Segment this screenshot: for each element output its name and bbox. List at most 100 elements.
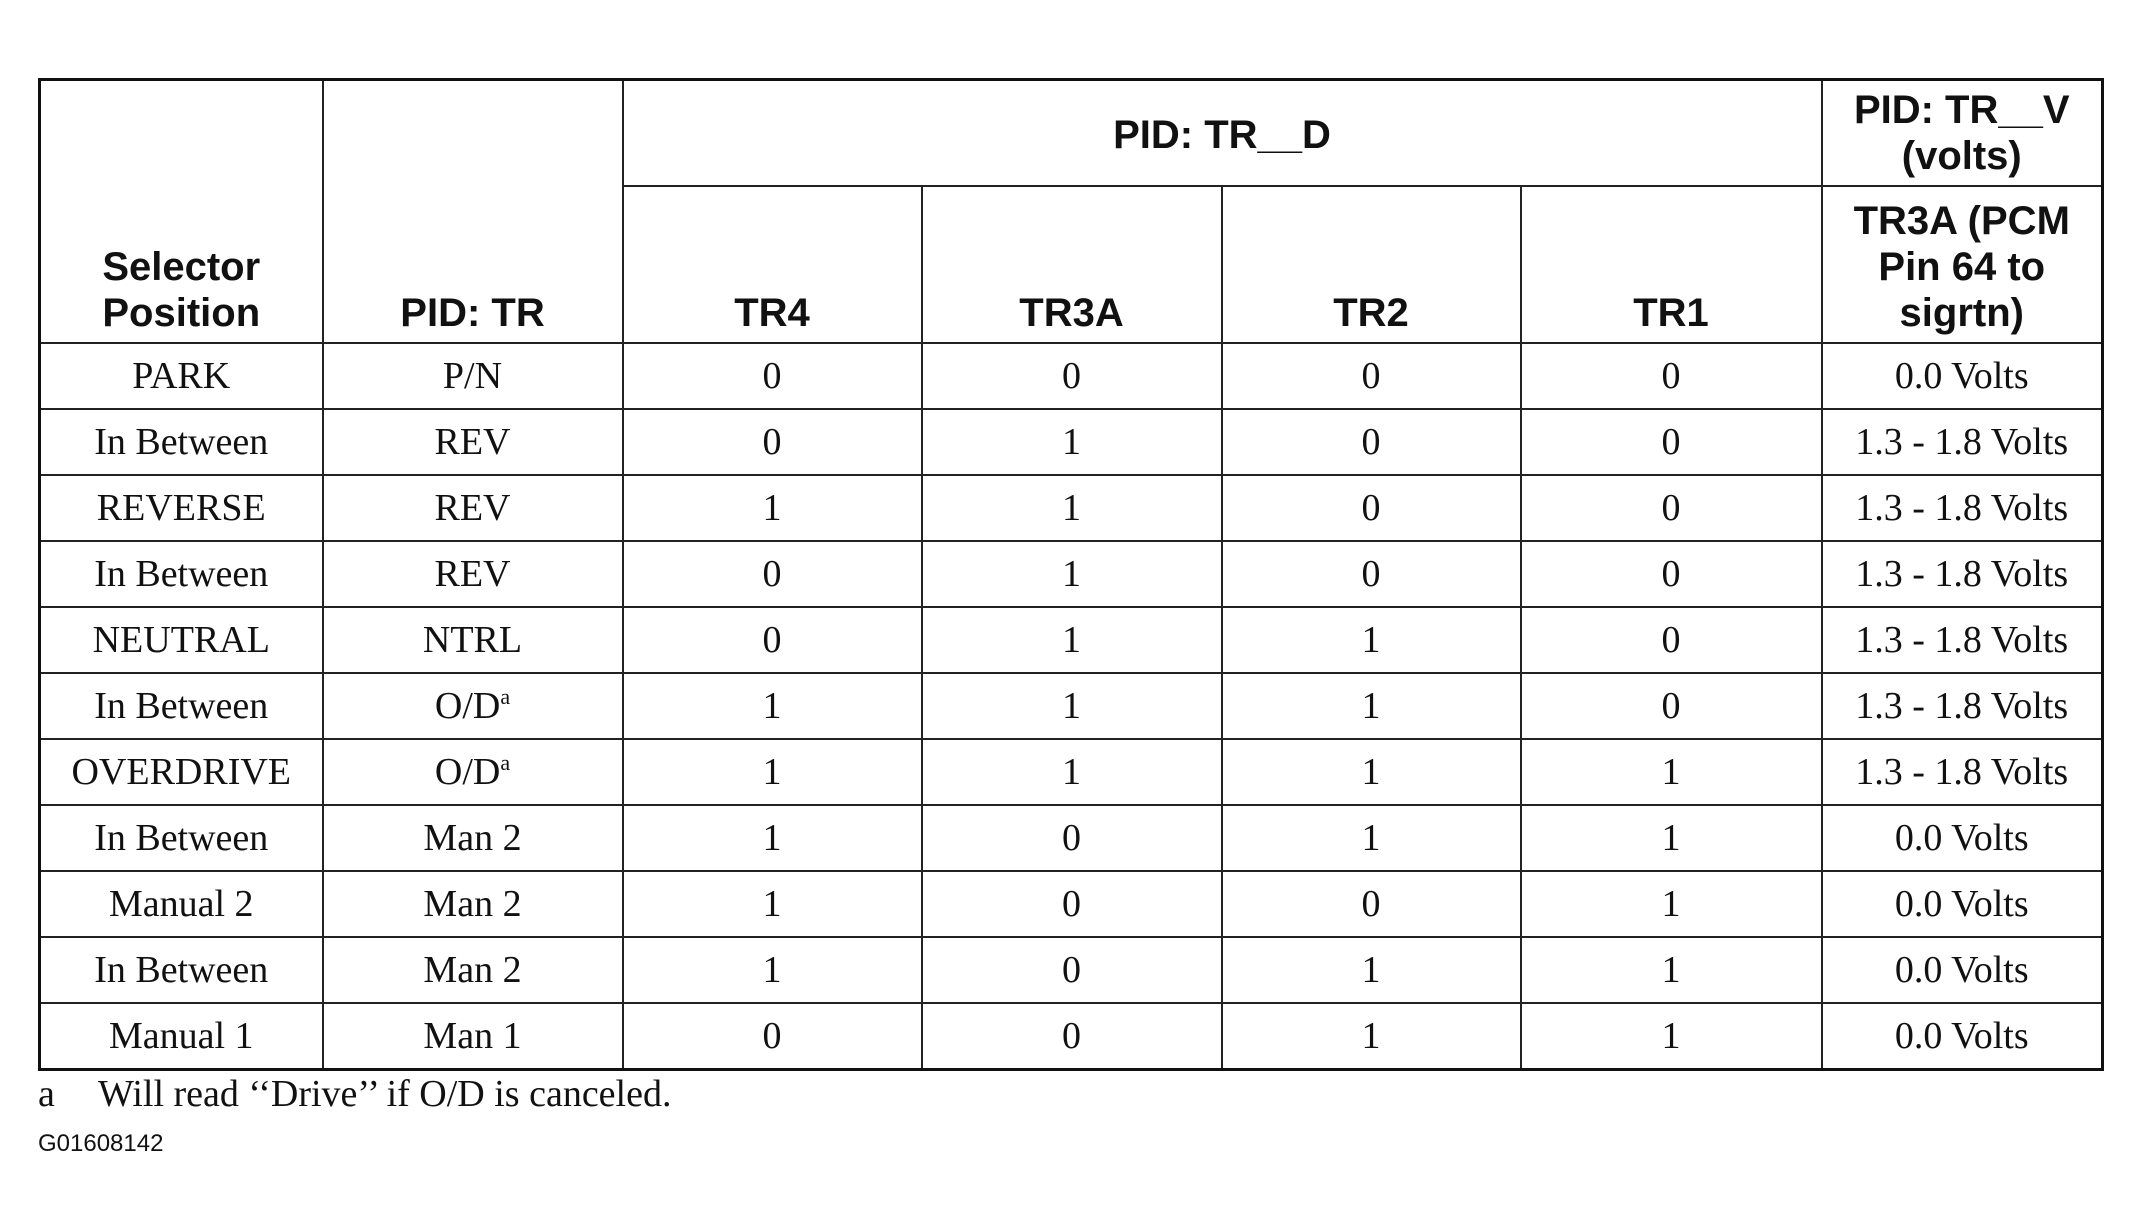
table-cell: 1.3 - 1.8 Volts — [1820, 671, 2104, 740]
table-cell: REV — [321, 539, 624, 608]
footnote-ref: a — [500, 749, 511, 775]
cell-text: O/D — [434, 684, 501, 727]
table-cell: 0 — [1519, 605, 1823, 674]
table-cell: 0.0 Volts — [1820, 1001, 2104, 1070]
table-cell: 1 — [920, 605, 1223, 674]
table-cell: 1 — [1519, 737, 1823, 806]
table-cell: 1.3 - 1.8 Volts — [1820, 407, 2104, 476]
footnote-mark: a — [38, 1073, 55, 1115]
table-cell: 1 — [621, 473, 923, 542]
table-cell: 0 — [621, 341, 923, 410]
table-cell: 0 — [621, 605, 923, 674]
table-cell: 1.3 - 1.8 Volts — [1820, 737, 2104, 806]
table-cell: 0 — [920, 869, 1223, 938]
table-cell: 0 — [1220, 869, 1522, 938]
table-cell: 1.3 - 1.8 Volts — [1820, 473, 2104, 542]
header-cell: TR4 — [621, 184, 923, 344]
table-cell: O/Da — [321, 737, 624, 806]
table-cell: 0 — [1220, 407, 1522, 476]
table-cell: 1 — [920, 671, 1223, 740]
header-cell: TR3A — [920, 184, 1223, 344]
table-cell: 1 — [920, 473, 1223, 542]
table-cell: Manual 1 — [38, 1001, 324, 1070]
table-cell: REV — [321, 473, 624, 542]
header-cell: Selector Position — [38, 78, 324, 344]
table-cell: 0.0 Volts — [1820, 869, 2104, 938]
table-cell: 1 — [1220, 1001, 1522, 1070]
table-cell: 1 — [621, 869, 923, 938]
table-cell: Man 1 — [321, 1001, 624, 1070]
table-cell: 0 — [1220, 539, 1522, 608]
cell-text: O/D — [434, 750, 501, 793]
table-cell: Man 2 — [321, 803, 624, 872]
table-cell: 0 — [920, 803, 1223, 872]
table-cell: 0 — [621, 1001, 923, 1070]
table-cell: 0 — [1519, 407, 1823, 476]
table-cell: 1 — [1519, 869, 1823, 938]
table-row: OVERDRIVE O/Da 1 1 1 1 1.3 - 1.8 Volts — [38, 737, 2104, 806]
header-cell: TR1 — [1519, 184, 1823, 344]
table-cell: 1 — [621, 935, 923, 1004]
table-cell: REVERSE — [38, 473, 324, 542]
table-cell: 1 — [621, 803, 923, 872]
table-cell: Man 2 — [321, 869, 624, 938]
table-cell: OVERDRIVE — [38, 737, 324, 806]
table-cell: In Between — [38, 671, 324, 740]
header-cell: PID: TR — [321, 78, 624, 344]
table-cell: 0 — [1519, 473, 1823, 542]
table-row: In Between Man 2 1 0 1 1 0.0 Volts — [38, 935, 2104, 1004]
table-cell: 1 — [621, 737, 923, 806]
table-cell: 1 — [621, 671, 923, 740]
table-cell: 0.0 Volts — [1820, 935, 2104, 1004]
table-cell: 1 — [1220, 737, 1522, 806]
table-cell: 0.0 Volts — [1820, 803, 2104, 872]
table-cell: 0 — [1220, 341, 1522, 410]
table-row: REVERSE REV 1 1 0 0 1.3 - 1.8 Volts — [38, 473, 2104, 542]
table-cell: Manual 2 — [38, 869, 324, 938]
table-cell: In Between — [38, 407, 324, 476]
footnote: a Will read ‘‘Drive’’ if O/D is canceled. — [38, 1072, 671, 1116]
table-cell: 1.3 - 1.8 Volts — [1820, 605, 2104, 674]
table-cell: NEUTRAL — [38, 605, 324, 674]
table-cell: O/Da — [321, 671, 624, 740]
table-row: Manual 1 Man 1 0 0 1 1 0.0 Volts — [38, 1001, 2104, 1070]
table-cell: 0 — [920, 1001, 1223, 1070]
figure-id: G01608142 — [38, 1130, 164, 1157]
header-cell: TR3A (PCM Pin 64 to sigrtn) — [1820, 184, 2104, 344]
table-cell: Man 2 — [321, 935, 624, 1004]
table-cell: In Between — [38, 539, 324, 608]
table-cell: 0 — [621, 407, 923, 476]
table-cell: REV — [321, 407, 624, 476]
table-cell: 0 — [1519, 671, 1823, 740]
table-cell: 0 — [1519, 341, 1823, 410]
table-row: In Between REV 0 1 0 0 1.3 - 1.8 Volts — [38, 539, 2104, 608]
table-row: In Between O/Da 1 1 1 0 1.3 - 1.8 Volts — [38, 671, 2104, 740]
table-cell: P/N — [321, 341, 624, 410]
pid-table: Selector Position PID: TR PID: TR__D PID… — [38, 78, 2104, 1071]
table-row: In Between REV 0 1 0 0 1.3 - 1.8 Volts — [38, 407, 2104, 476]
footnote-ref: a — [500, 683, 511, 709]
table-row: Manual 2 Man 2 1 0 0 1 0.0 Volts — [38, 869, 2104, 938]
table-cell: 1 — [1519, 935, 1823, 1004]
table-cell: 0 — [621, 539, 923, 608]
table-cell: 1 — [920, 539, 1223, 608]
table-cell: 1 — [1220, 605, 1522, 674]
table-cell: 1 — [1519, 1001, 1823, 1070]
table-cell: 1 — [1519, 803, 1823, 872]
table-cell: 0 — [1220, 473, 1522, 542]
table-cell: 1 — [1220, 803, 1522, 872]
table-row: NEUTRAL NTRL 0 1 1 0 1.3 - 1.8 Volts — [38, 605, 2104, 674]
header-cell: PID: TR__V (volts) — [1820, 78, 2104, 187]
header-cell: TR2 — [1220, 184, 1522, 344]
table-cell: 0 — [1519, 539, 1823, 608]
table-cell: 0 — [920, 341, 1223, 410]
table-cell: PARK — [38, 341, 324, 410]
table-row: In Between Man 2 1 0 1 1 0.0 Volts — [38, 803, 2104, 872]
table-cell: 1 — [1220, 671, 1522, 740]
table-cell: 0 — [920, 935, 1223, 1004]
table-cell: 1 — [920, 407, 1223, 476]
table-cell: 1 — [920, 737, 1223, 806]
table-cell: 1.3 - 1.8 Volts — [1820, 539, 2104, 608]
footnote-text: Will read ‘‘Drive’’ if O/D is canceled. — [98, 1073, 672, 1115]
